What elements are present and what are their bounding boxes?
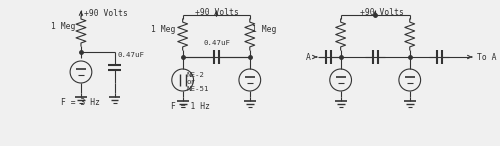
Text: +90 Volts: +90 Volts xyxy=(84,9,128,18)
Text: 0.47uF: 0.47uF xyxy=(204,40,231,46)
Text: F = 1 Hz: F = 1 Hz xyxy=(171,102,210,111)
Text: 1 Meg: 1 Meg xyxy=(52,22,76,31)
Text: A: A xyxy=(306,53,311,62)
Text: NE-2
or
NE-51: NE-2 or NE-51 xyxy=(186,72,209,92)
Text: F = 3 Hz: F = 3 Hz xyxy=(61,98,100,107)
Text: 0.47uF: 0.47uF xyxy=(118,52,144,58)
Text: 1 Meg: 1 Meg xyxy=(151,25,176,34)
Text: To A: To A xyxy=(477,53,496,62)
Text: +90 Volts: +90 Volts xyxy=(360,8,405,17)
Text: 1 Meg: 1 Meg xyxy=(252,25,276,34)
Text: +90 Volts: +90 Volts xyxy=(194,8,238,17)
